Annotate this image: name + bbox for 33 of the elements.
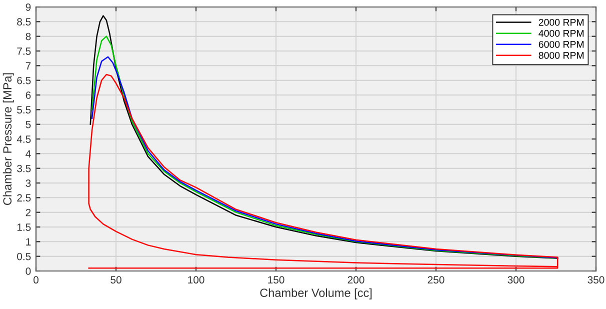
y-tick-label: 1 bbox=[26, 238, 31, 246]
x-tick-label: 300 bbox=[508, 276, 524, 284]
x-axis-title: Chamber Volume [cc] bbox=[260, 288, 372, 300]
y-axis-title: Chamber Pressure [MPa] bbox=[2, 73, 14, 205]
y-tick-label: 8 bbox=[26, 32, 31, 40]
y-tick-label: 0.5 bbox=[17, 252, 31, 260]
legend-label: 8000 RPM bbox=[538, 52, 584, 59]
y-tick-label: 0 bbox=[26, 268, 31, 275]
y-tick-label: 2.5 bbox=[17, 194, 31, 202]
x-tick-label: 100 bbox=[188, 276, 204, 284]
x-tick-label: 250 bbox=[428, 276, 444, 284]
y-tick-label: 5.5 bbox=[17, 106, 31, 114]
y-tick-label: 6 bbox=[26, 92, 31, 99]
y-tick-label: 3.5 bbox=[17, 164, 31, 172]
legend-label: 6000 RPM bbox=[538, 40, 584, 48]
x-tick-label: 200 bbox=[348, 276, 364, 284]
x-tick-label: 150 bbox=[268, 276, 284, 284]
legend-label: 2000 RPM bbox=[538, 18, 584, 26]
y-tick-label: 6.5 bbox=[17, 76, 31, 84]
y-tick-label: 8.5 bbox=[17, 18, 31, 26]
y-tick-label: 1.5 bbox=[17, 224, 31, 231]
x-tick-label: 350 bbox=[588, 276, 604, 284]
y-tick-label: 4.5 bbox=[16, 136, 31, 143]
y-tick-label: 4 bbox=[26, 150, 31, 158]
y-tick-label: 7 bbox=[26, 62, 31, 70]
y-tick-label: 5 bbox=[26, 120, 31, 128]
y-tick-label: 3 bbox=[26, 180, 31, 187]
y-tick-label: 2 bbox=[26, 208, 31, 216]
y-tick-label: 7.5 bbox=[17, 48, 31, 55]
x-tick-label: 0 bbox=[34, 276, 38, 284]
y-tick-label: 9 bbox=[26, 4, 31, 11]
x-tick-label: 50 bbox=[110, 276, 122, 284]
legend-label: 4000 RPM bbox=[538, 30, 584, 37]
